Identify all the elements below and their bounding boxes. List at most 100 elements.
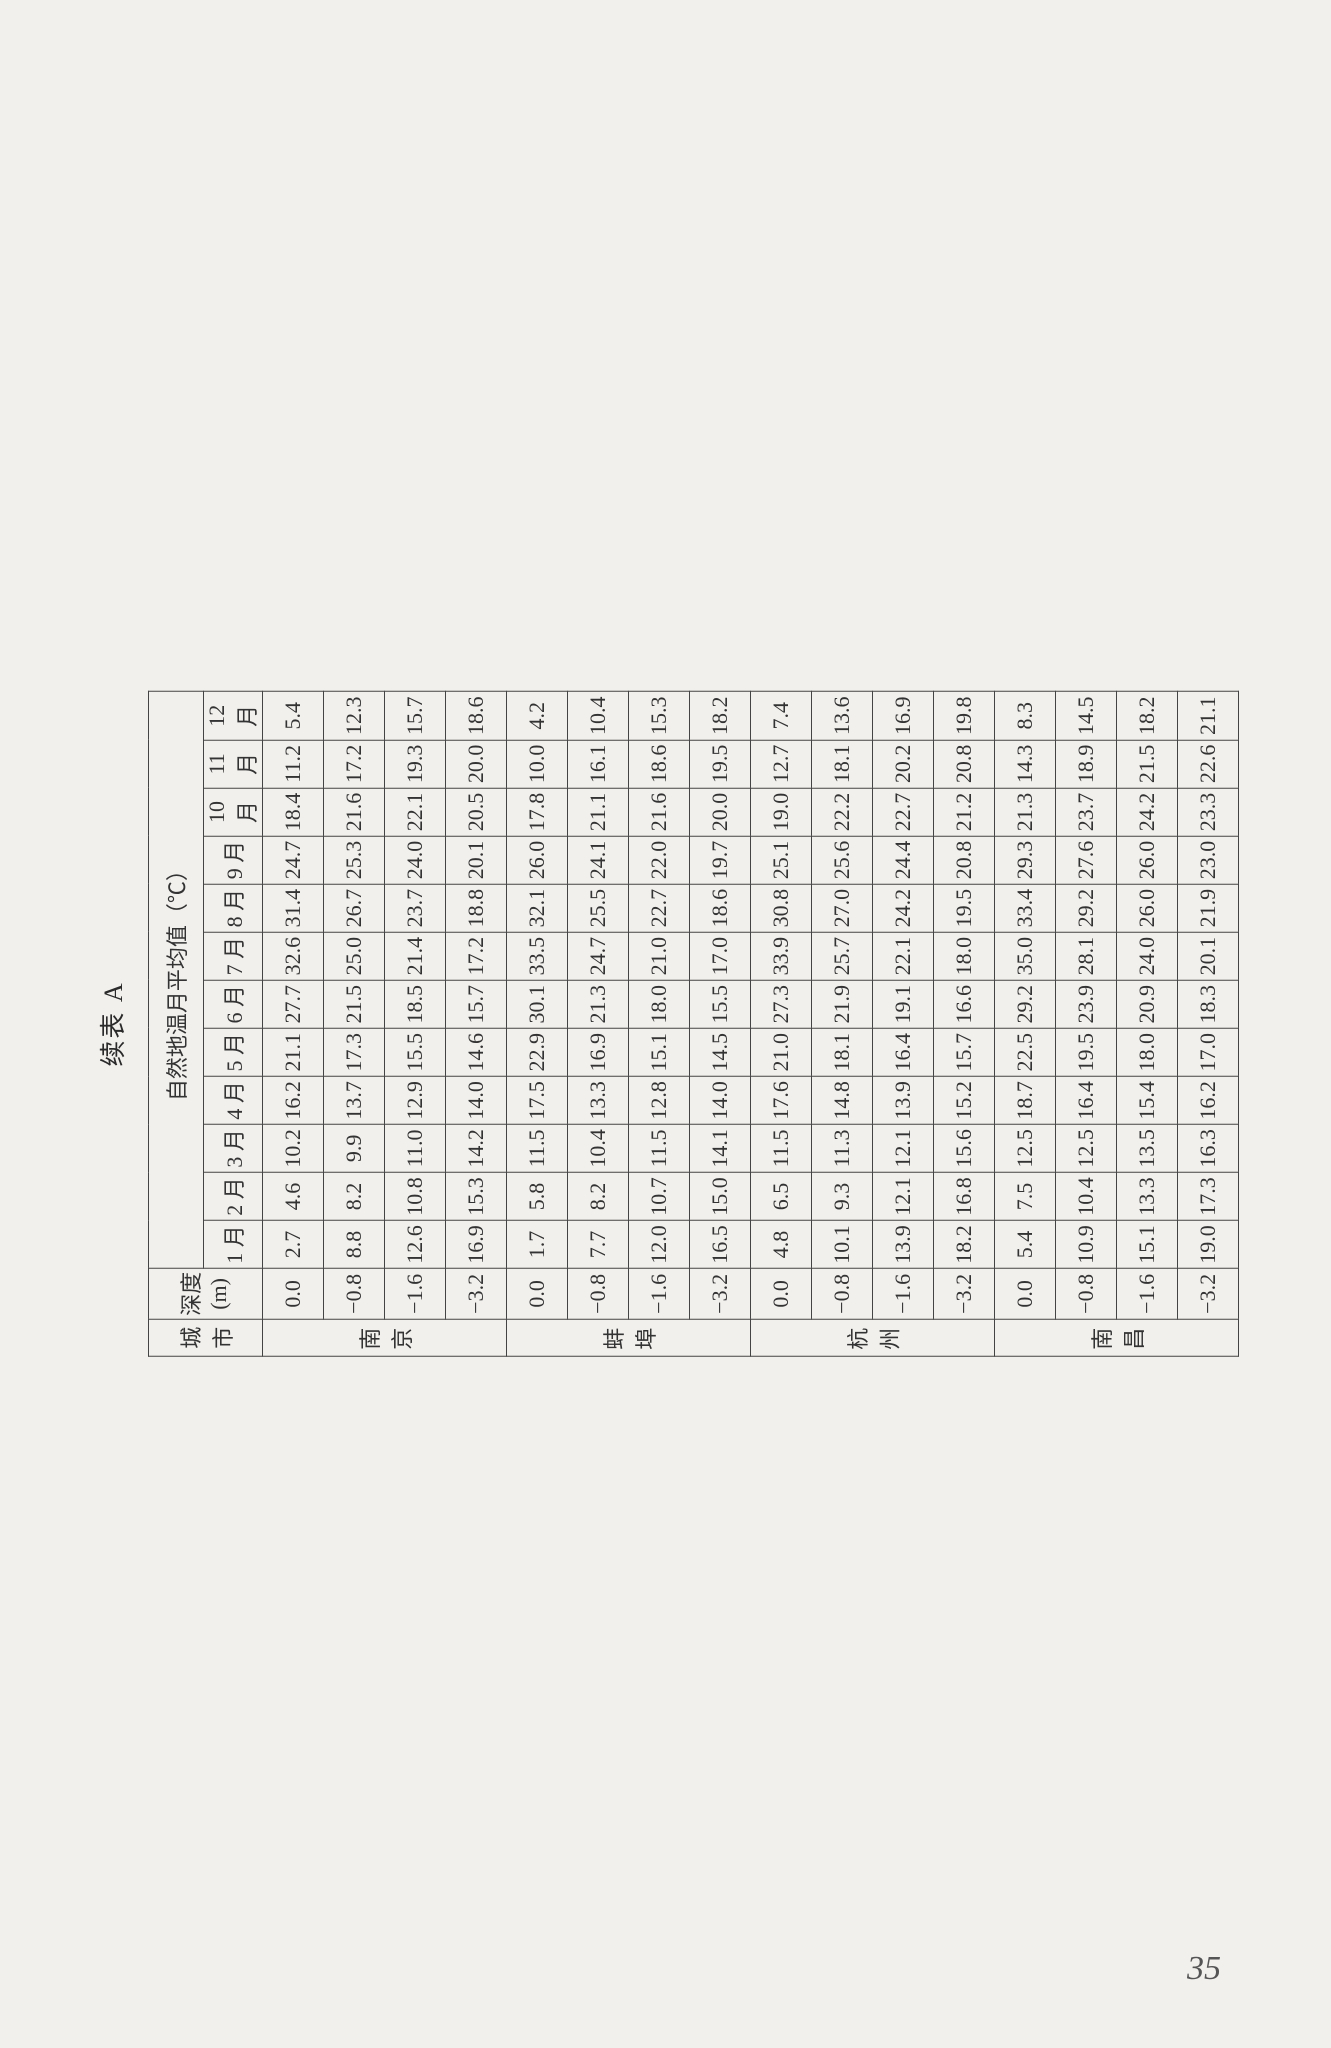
value-cell: 18.5	[384, 980, 445, 1028]
value-cell: 21.6	[628, 788, 689, 836]
value-cell: 22.7	[628, 884, 689, 932]
table-caption: 续表 A	[93, 691, 130, 1357]
value-cell: 35.0	[994, 932, 1055, 980]
value-cell: 24.0	[384, 836, 445, 884]
depth-cell: −1.6	[872, 1269, 933, 1320]
value-cell: 11.5	[628, 1124, 689, 1172]
depth-cell: 0.0	[994, 1269, 1055, 1320]
value-cell: 25.6	[811, 836, 872, 884]
value-cell: 21.5	[323, 980, 384, 1028]
value-cell: 25.5	[567, 884, 628, 932]
value-cell: 11.2	[262, 740, 323, 788]
value-cell: 16.3	[1177, 1124, 1238, 1172]
table-row: −3.219.017.316.316.217.018.320.121.923.0…	[1177, 692, 1238, 1357]
table-row: 南昌0.05.47.512.518.722.529.235.033.429.32…	[994, 692, 1055, 1357]
value-cell: 24.2	[872, 884, 933, 932]
value-cell: 15.5	[689, 980, 750, 1028]
value-cell: 22.1	[384, 788, 445, 836]
value-cell: 11.5	[506, 1124, 567, 1172]
value-cell: 15.7	[445, 980, 506, 1028]
value-cell: 19.0	[1177, 1220, 1238, 1268]
value-cell: 16.2	[262, 1076, 323, 1124]
value-cell: 17.5	[506, 1076, 567, 1124]
page-number: 35	[1187, 1950, 1221, 1988]
value-cell: 5.4	[994, 1220, 1055, 1268]
value-cell: 16.4	[1055, 1076, 1116, 1124]
value-cell: 18.9	[1055, 740, 1116, 788]
value-cell: 17.3	[323, 1028, 384, 1076]
table-row: 杭州0.04.86.511.517.621.027.333.930.825.11…	[750, 692, 811, 1357]
value-cell: 23.3	[1177, 788, 1238, 836]
value-cell: 19.0	[750, 788, 811, 836]
value-cell: 21.9	[811, 980, 872, 1028]
value-cell: 12.1	[872, 1172, 933, 1220]
value-cell: 19.3	[384, 740, 445, 788]
value-cell: 15.1	[1116, 1220, 1177, 1268]
value-cell: 20.1	[445, 836, 506, 884]
col-header-month: 8 月	[203, 884, 262, 932]
value-cell: 10.7	[628, 1172, 689, 1220]
value-cell: 20.0	[689, 788, 750, 836]
value-cell: 7.7	[567, 1220, 628, 1268]
value-cell: 29.2	[1055, 884, 1116, 932]
value-cell: 22.9	[506, 1028, 567, 1076]
value-cell: 33.9	[750, 932, 811, 980]
value-cell: 7.5	[994, 1172, 1055, 1220]
value-cell: 27.7	[262, 980, 323, 1028]
value-cell: 14.3	[994, 740, 1055, 788]
value-cell: 12.8	[628, 1076, 689, 1124]
value-cell: 24.7	[262, 836, 323, 884]
value-cell: 12.7	[750, 740, 811, 788]
value-cell: 16.9	[445, 1220, 506, 1268]
value-cell: 1.7	[506, 1220, 567, 1268]
value-cell: 20.9	[1116, 980, 1177, 1028]
value-cell: 10.4	[567, 1124, 628, 1172]
value-cell: 21.9	[1177, 884, 1238, 932]
value-cell: 18.6	[689, 884, 750, 932]
value-cell: 23.9	[1055, 980, 1116, 1028]
value-cell: 13.5	[1116, 1124, 1177, 1172]
table-row: −1.615.113.313.515.418.020.924.026.026.0…	[1116, 692, 1177, 1357]
table-row: −3.218.216.815.615.215.716.618.019.520.8…	[933, 692, 994, 1357]
value-cell: 17.2	[445, 932, 506, 980]
value-cell: 20.0	[445, 740, 506, 788]
value-cell: 21.3	[994, 788, 1055, 836]
value-cell: 12.1	[872, 1124, 933, 1172]
value-cell: 13.3	[1116, 1172, 1177, 1220]
col-header-month: 3 月	[203, 1124, 262, 1172]
depth-cell: −3.2	[933, 1269, 994, 1320]
value-cell: 14.0	[445, 1076, 506, 1124]
value-cell: 24.7	[567, 932, 628, 980]
value-cell: 17.0	[689, 932, 750, 980]
value-cell: 14.0	[689, 1076, 750, 1124]
table-row: −3.216.515.014.114.014.515.517.018.619.7…	[689, 692, 750, 1357]
value-cell: 30.8	[750, 884, 811, 932]
value-cell: 13.9	[872, 1220, 933, 1268]
value-cell: 28.1	[1055, 932, 1116, 980]
value-cell: 5.8	[506, 1172, 567, 1220]
value-cell: 26.0	[1116, 836, 1177, 884]
value-cell: 18.6	[628, 740, 689, 788]
value-cell: 14.8	[811, 1076, 872, 1124]
city-cell: 杭州	[750, 1319, 994, 1356]
depth-cell: −0.8	[811, 1269, 872, 1320]
city-cell: 南昌	[994, 1319, 1238, 1356]
value-cell: 15.5	[384, 1028, 445, 1076]
col-header-month: 5 月	[203, 1028, 262, 1076]
value-cell: 9.9	[323, 1124, 384, 1172]
value-cell: 19.5	[1055, 1028, 1116, 1076]
col-header-city: 城市	[148, 1319, 262, 1356]
value-cell: 22.0	[628, 836, 689, 884]
value-cell: 4.2	[506, 692, 567, 740]
value-cell: 18.0	[1116, 1028, 1177, 1076]
value-cell: 19.5	[689, 740, 750, 788]
value-cell: 25.0	[323, 932, 384, 980]
col-header-month: 4 月	[203, 1076, 262, 1124]
value-cell: 24.2	[1116, 788, 1177, 836]
depth-cell: −3.2	[445, 1269, 506, 1320]
value-cell: 21.0	[750, 1028, 811, 1076]
depth-cell: 0.0	[262, 1269, 323, 1320]
value-cell: 18.2	[933, 1220, 994, 1268]
depth-cell: −1.6	[384, 1269, 445, 1320]
value-cell: 17.0	[1177, 1028, 1238, 1076]
